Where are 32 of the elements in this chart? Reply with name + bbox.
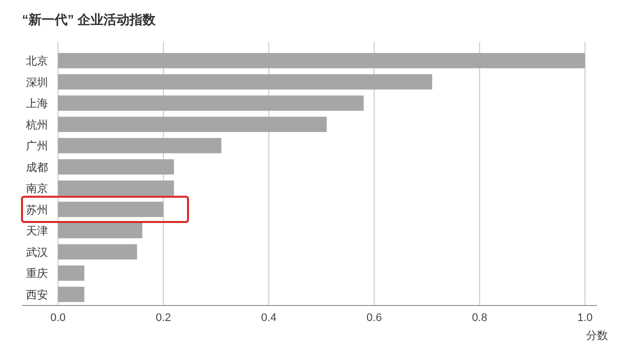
x-tick-label: 0.2 [156,312,172,324]
x-tick-label: 0.4 [261,312,276,324]
bar [58,159,174,175]
bar [58,286,84,302]
y-tick-label: 杭州 [25,118,48,132]
x-tick-label: 0.6 [366,312,382,324]
bar [58,222,142,238]
bar [58,265,84,281]
x-tick-label: 1.0 [577,312,593,324]
y-tick-label: 北京 [26,54,48,68]
y-tick-label: 成都 [26,160,48,174]
y-tick-label: 重庆 [26,267,48,280]
y-tick-label: 南京 [26,182,48,196]
y-tick-label: 上海 [26,97,48,110]
y-tick-label: 武汉 [26,246,48,259]
bar [58,180,174,196]
bar [58,202,164,218]
bar [58,244,138,260]
y-tick-label: 西安 [26,288,48,302]
x-tick-label: 0.8 [472,312,488,324]
bar [58,74,432,90]
y-tick-label: 天津 [26,224,48,238]
x-axis-title: 分数 [586,330,608,342]
bar [58,138,222,154]
bar [58,116,327,132]
chart-title: “新一代” 企业活动指数 [22,12,157,27]
y-tick-label: 苏州 [26,203,48,216]
bar [58,52,585,68]
bar [58,95,364,111]
y-tick-label: 深圳 [26,76,48,89]
x-tick-label: 0.0 [50,312,66,324]
y-tick-label: 广州 [26,140,48,153]
